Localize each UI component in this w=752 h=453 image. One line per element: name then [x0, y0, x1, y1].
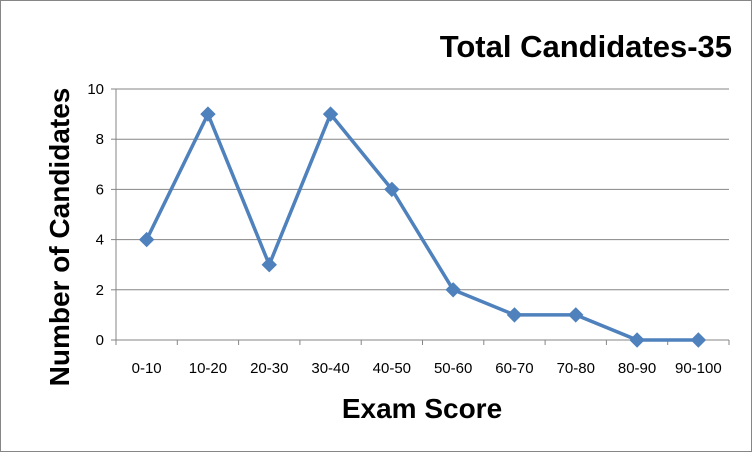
data-point-marker	[261, 256, 277, 273]
x-tick-label: 30-40	[311, 360, 349, 377]
data-point-marker	[690, 332, 707, 348]
data-point-marker	[200, 106, 216, 122]
x-tick-label: 20-30	[250, 360, 288, 377]
x-tick-label: 40-50	[373, 360, 411, 377]
y-tick-label: 2	[96, 282, 104, 299]
data-point-marker	[384, 181, 400, 198]
y-tick-label: 4	[96, 232, 104, 249]
x-tick-labels: 0-10 10-20 20-30 30-40 40-50 50-60 60-70 70-80 8…	[132, 360, 722, 377]
y-tick-labels: 0 2 4 6 8 10	[87, 81, 104, 349]
axes	[111, 88, 730, 345]
data-point-marker	[506, 307, 523, 323]
x-tick-label: 0-10	[132, 360, 162, 377]
data-point-marker	[629, 332, 645, 348]
x-tick-label: 90-100	[675, 360, 722, 377]
data-point-marker	[568, 307, 584, 323]
series-line	[145, 112, 699, 342]
y-tick-label: 0	[96, 332, 104, 349]
x-tick-label: 70-80	[557, 360, 595, 377]
x-tick-label: 80-90	[618, 360, 656, 377]
y-tick-label: 6	[96, 181, 104, 198]
y-axis-title: Number of Candidates	[44, 88, 75, 387]
x-tick-label: 50-60	[434, 360, 472, 377]
data-point-marker	[322, 106, 339, 122]
x-tick-label: 60-70	[495, 360, 533, 377]
y-tick-label: 8	[96, 131, 104, 148]
data-point-marker	[445, 282, 461, 298]
series-layer	[138, 106, 707, 348]
x-tick-label: 10-20	[189, 360, 227, 377]
chart-title: Total Candidates-35	[440, 29, 732, 64]
x-axis-title: Exam Score	[342, 393, 502, 424]
data-point-marker	[138, 231, 155, 248]
y-tick-label: 10	[87, 81, 104, 98]
